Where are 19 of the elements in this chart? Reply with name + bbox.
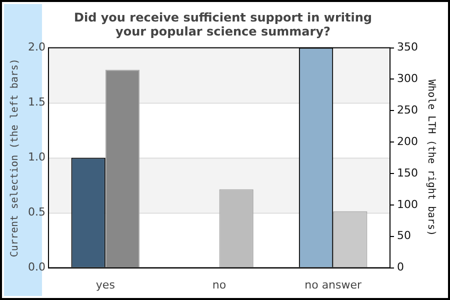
y-axis-title: Current selection (the left bars): [10, 58, 21, 258]
y-tick-label: 2.0: [28, 40, 46, 54]
y-tick-label: 1.5: [28, 96, 46, 109]
y2-tick-label: 150: [397, 166, 418, 180]
y2-tick-label: 200: [397, 134, 418, 148]
x-tick-label: no answer: [304, 278, 362, 292]
y-tick-label: 0.0: [28, 260, 46, 274]
y2-tick-label: 300: [397, 72, 418, 86]
x-tick-label: yes: [96, 278, 116, 292]
y2-tick-label: 50: [397, 229, 412, 242]
y2-tick-label: 100: [397, 198, 418, 211]
y2-tick-label: 250: [397, 104, 418, 117]
chart-title: Did you receive sufficient support in writing your popular science summary?: [74, 10, 372, 39]
y-tick-label: 0.5: [28, 206, 46, 219]
y2-tick-label: 0: [397, 260, 404, 274]
x-tick-label: no: [212, 278, 226, 292]
y2-tick-label: 350: [397, 40, 418, 54]
y-tick-label: 1.0: [28, 150, 46, 164]
y2-axis-title: Whole LTH (the right bars): [425, 80, 436, 236]
